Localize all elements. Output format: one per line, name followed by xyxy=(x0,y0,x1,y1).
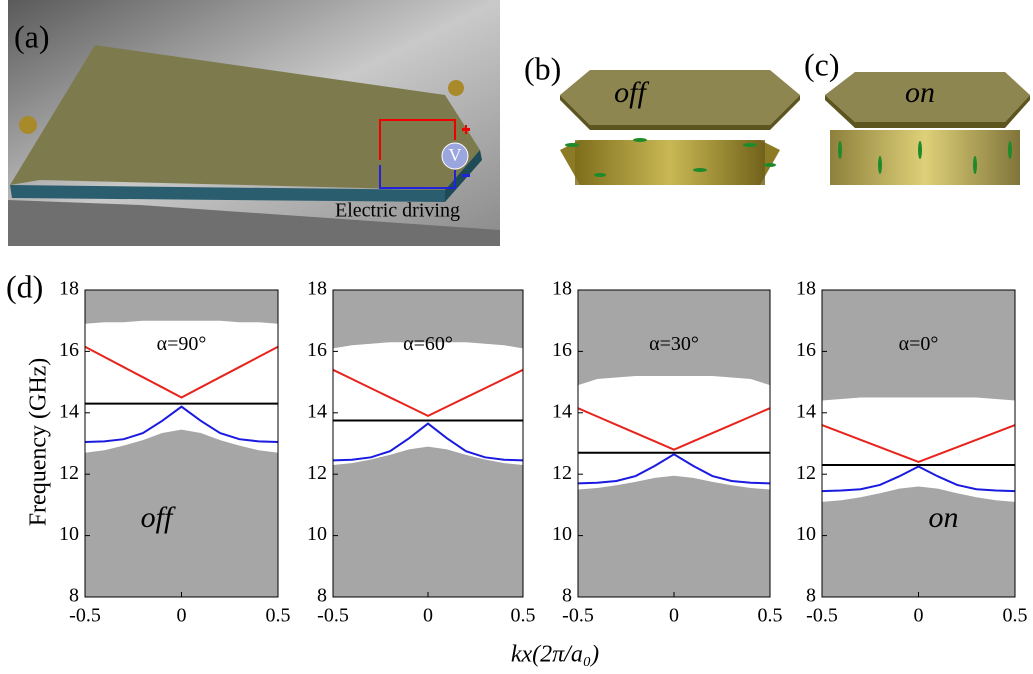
x-axis-title: kx(2π/a₀) xyxy=(511,642,599,668)
state-label: off xyxy=(614,76,649,109)
cell-off-rendering xyxy=(560,70,800,185)
y-tick-label: 16 xyxy=(796,339,816,361)
y-tick-label: 16 xyxy=(552,339,572,361)
annotation: α=60° xyxy=(403,333,453,355)
x-tick-label: -0.5 xyxy=(806,605,838,627)
panel-label: (b) xyxy=(524,50,561,86)
x-tick-label: 0.5 xyxy=(511,605,536,627)
panel-label: (c) xyxy=(804,46,840,82)
y-tick-label: 14 xyxy=(552,400,572,422)
circuit-label: Electric driving xyxy=(335,200,460,222)
x-tick-label: 0.5 xyxy=(266,605,291,627)
bulk-band xyxy=(822,486,1015,597)
y-tick-label: 12 xyxy=(59,462,79,484)
x-tick-label: 0 xyxy=(177,605,187,627)
voltmeter-label: V xyxy=(449,145,462,165)
bulk-band xyxy=(333,447,523,597)
annotation: α=30° xyxy=(649,333,699,355)
y-tick-label: 12 xyxy=(307,462,327,484)
y-tick-label: 8 xyxy=(69,585,79,607)
y-tick-label: 14 xyxy=(307,400,327,422)
bulk-band xyxy=(578,476,770,597)
x-tick-label: 0 xyxy=(423,605,433,627)
y-tick-label: 16 xyxy=(59,339,79,361)
y-tick-label: 10 xyxy=(552,523,572,545)
y-tick-label: 8 xyxy=(806,585,816,607)
bulk-band xyxy=(85,290,278,324)
x-tick-label: 0.5 xyxy=(758,605,783,627)
panel-label: (a) xyxy=(14,18,50,54)
x-tick-label: -0.5 xyxy=(562,605,594,627)
y-tick-label: 16 xyxy=(307,339,327,361)
y-tick-label: 10 xyxy=(307,523,327,545)
y-tick-label: 14 xyxy=(59,400,79,422)
bulk-band xyxy=(85,430,278,597)
y-tick-label: 12 xyxy=(796,462,816,484)
figure: (a) (b) (c) (d) Electric driving V off o… xyxy=(0,0,1033,674)
y-tick-label: 18 xyxy=(307,278,327,300)
y-tick-label: 10 xyxy=(59,523,79,545)
y-tick-label: 14 xyxy=(796,400,816,422)
y-tick-label: 8 xyxy=(317,585,327,607)
panel-label: (d) xyxy=(6,268,43,304)
y-tick-label: 10 xyxy=(796,523,816,545)
x-tick-label: 0 xyxy=(669,605,679,627)
y-tick-label: 18 xyxy=(59,278,79,300)
y-tick-label: 18 xyxy=(552,278,572,300)
x-tick-label: -0.5 xyxy=(317,605,349,627)
x-tick-label: 0.5 xyxy=(1003,605,1028,627)
y-tick-label: 8 xyxy=(562,585,572,607)
annotation: α=90° xyxy=(157,333,207,355)
y-tick-label: 18 xyxy=(796,278,816,300)
x-tick-label: -0.5 xyxy=(69,605,101,627)
annotation: off xyxy=(141,501,176,534)
y-axis-title: Frequency (GHz) xyxy=(26,358,52,527)
state-label: on xyxy=(905,76,935,109)
annotation: α=0° xyxy=(899,333,939,355)
annotation: on xyxy=(929,501,959,534)
y-tick-label: 12 xyxy=(552,462,572,484)
x-tick-label: 0 xyxy=(914,605,924,627)
